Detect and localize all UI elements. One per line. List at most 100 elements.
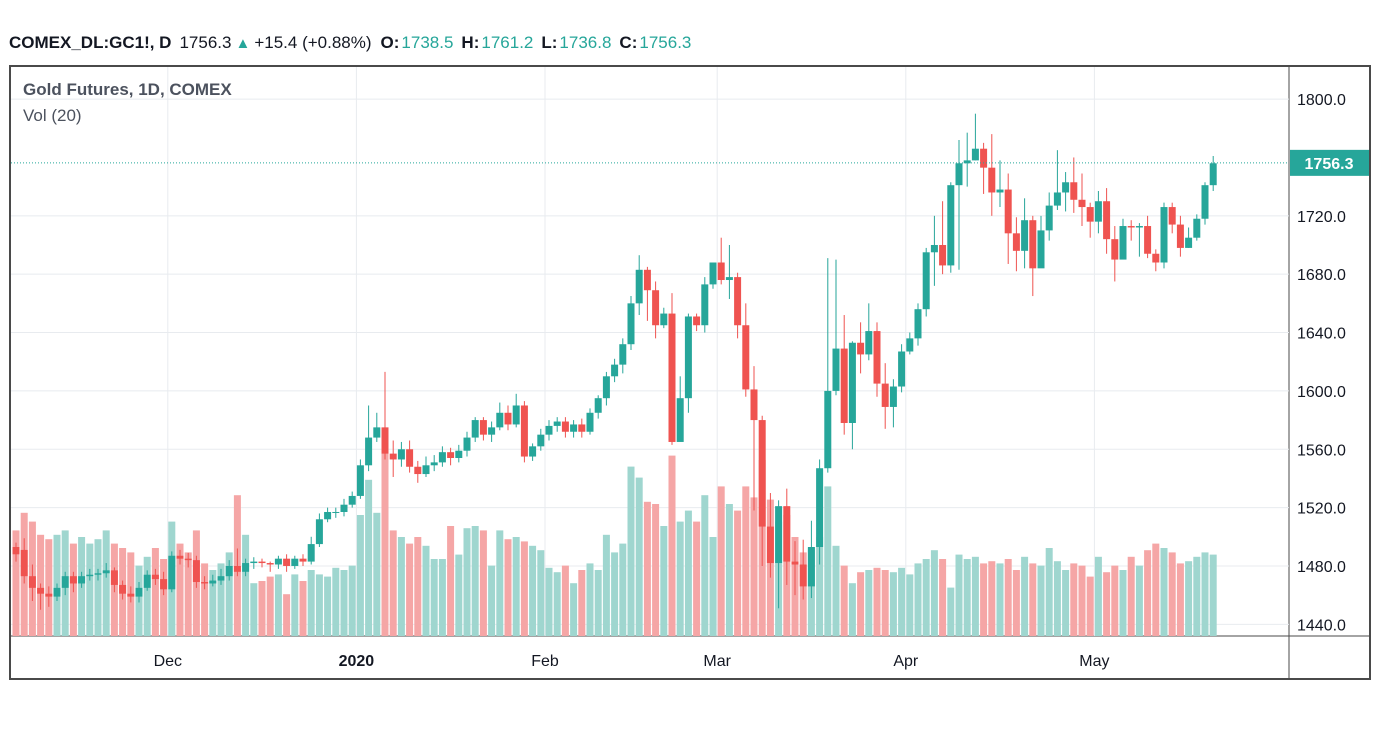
- open-value: 1738.5: [401, 33, 454, 52]
- volume-bar: [709, 537, 717, 636]
- volume-bar: [701, 495, 709, 636]
- volume-bar: [324, 576, 332, 636]
- volume-bar: [283, 594, 291, 636]
- candle-body: [365, 437, 373, 466]
- volume-bar: [857, 572, 865, 636]
- candle-body: [971, 148, 979, 161]
- volume-bar: [242, 534, 250, 636]
- volume-bar: [373, 512, 381, 636]
- volume-bar: [151, 548, 159, 636]
- candle-body: [266, 563, 274, 565]
- candle-body: [611, 364, 619, 377]
- candle-body: [1053, 192, 1061, 206]
- candle-body: [758, 420, 766, 527]
- last-price-label: 1756.3: [1305, 156, 1354, 173]
- volume-bar: [1053, 561, 1061, 636]
- volume-bar: [586, 563, 594, 636]
- candle-body: [94, 573, 102, 575]
- volume-bar: [1144, 550, 1152, 636]
- volume-bar: [332, 567, 340, 636]
- candle-body: [693, 316, 701, 326]
- volume-bar: [824, 486, 832, 636]
- candle-body: [455, 450, 463, 459]
- volume-bar: [340, 570, 348, 636]
- volume-bar: [988, 561, 996, 636]
- volume-legend: Vol (20): [23, 106, 82, 125]
- candle-body: [1062, 182, 1070, 193]
- volume-bar: [397, 537, 405, 636]
- candle-body: [1004, 189, 1012, 234]
- candle-body: [578, 424, 586, 432]
- volume-bar: [898, 567, 906, 636]
- volume-bar: [447, 526, 455, 636]
- candle-body: [807, 547, 815, 587]
- volume-bar: [94, 539, 102, 636]
- candle-body: [127, 593, 135, 597]
- candle-body: [1094, 201, 1102, 222]
- candle-body: [119, 584, 127, 594]
- candle-body: [45, 593, 53, 597]
- volume-bar: [955, 554, 963, 636]
- candle-body: [627, 303, 635, 345]
- candle-body: [160, 579, 168, 590]
- volume-bar: [1062, 570, 1070, 636]
- volume-bar: [1127, 556, 1135, 636]
- candle-body: [594, 398, 602, 413]
- candle-body: [717, 262, 725, 281]
- candle-body: [250, 561, 258, 564]
- volume-bar: [947, 587, 955, 636]
- candle-body: [20, 549, 28, 577]
- candle-body: [545, 425, 553, 435]
- candle-body: [414, 466, 422, 475]
- candle-body: [61, 576, 69, 588]
- volume-bar: [315, 574, 323, 636]
- candle-body: [1176, 224, 1184, 248]
- candle-body: [1021, 220, 1029, 251]
- candle-body: [315, 519, 323, 545]
- candle-body: [356, 465, 364, 496]
- volume-bar: [684, 510, 692, 636]
- volume-bar: [430, 559, 438, 636]
- volume-bar: [537, 550, 545, 636]
- symbol-header: COMEX_DL:GC1!, D 1756.3 ▲ +15.4 (+0.88%)…: [9, 33, 699, 55]
- candle-body: [69, 576, 77, 584]
- volume-bar: [816, 537, 824, 636]
- x-tick-label: Mar: [703, 653, 731, 670]
- candle-body: [37, 587, 45, 594]
- volume-bar: [1021, 556, 1029, 636]
- candle-body: [684, 316, 692, 399]
- candle-body: [750, 389, 758, 421]
- chart-legend-title: Gold Futures, 1D, COMEX: [23, 80, 232, 99]
- candle-body: [324, 511, 332, 520]
- volume-bar: [520, 541, 528, 636]
- y-tick-label: 1560.0: [1297, 442, 1346, 459]
- candle-body: [348, 495, 356, 505]
- candle-body: [1078, 199, 1086, 208]
- candle-body: [865, 331, 873, 355]
- candle-body: [1111, 239, 1119, 260]
- volume-bar: [299, 581, 307, 636]
- candle-body: [1201, 185, 1209, 219]
- volume-bar: [545, 567, 553, 636]
- y-tick-label: 1520.0: [1297, 501, 1346, 518]
- volume-bar: [660, 526, 668, 636]
- candle-body: [520, 405, 528, 457]
- volume-bar: [414, 537, 422, 636]
- volume-bar: [258, 581, 266, 636]
- candle-body: [28, 576, 36, 588]
- volume-bar: [996, 563, 1004, 636]
- volume-bar: [865, 570, 873, 636]
- low-value: 1736.8: [559, 33, 612, 52]
- volume-bar: [1135, 565, 1143, 636]
- volume-bar: [488, 565, 496, 636]
- candle-body: [529, 446, 537, 457]
- candle-body: [307, 544, 315, 562]
- volume-bar: [906, 574, 914, 636]
- candle-body: [1135, 226, 1143, 228]
- candle-body: [791, 561, 799, 565]
- volume-bar: [1176, 563, 1184, 636]
- candle-body: [1160, 207, 1168, 263]
- candle-body: [643, 269, 651, 291]
- candle-body: [889, 386, 897, 407]
